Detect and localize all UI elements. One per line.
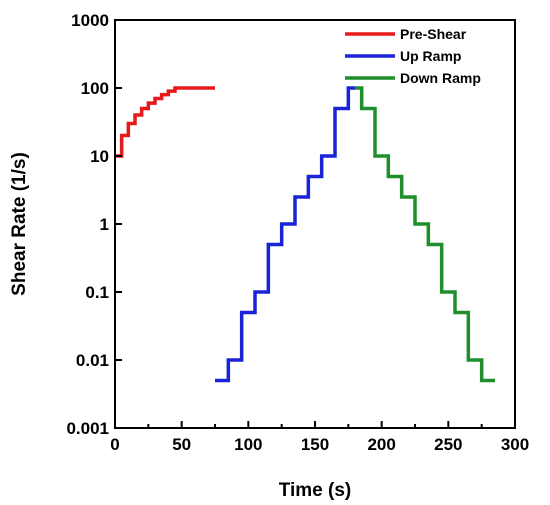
x-axis-title: Time (s) — [279, 480, 352, 501]
x-tick-label: 250 — [434, 435, 462, 454]
x-tick-label: 0 — [110, 435, 119, 454]
x-tick-label: 150 — [301, 435, 329, 454]
ticks-layer: 0 50 100 150 200 250 300 0.001 0.01 0.1 1 10 100 1000 — [66, 11, 529, 454]
legend: Pre-Shear Up Ramp Down Ramp — [345, 26, 481, 86]
legend-label: Up Ramp — [400, 48, 461, 64]
x-tick-label: 300 — [501, 435, 529, 454]
y-tick-label: 0.1 — [85, 283, 109, 302]
y-tick-label: 10 — [90, 147, 109, 166]
y-tick-label: 0.01 — [76, 351, 109, 370]
y-tick-label: 1000 — [71, 11, 109, 30]
legend-label: Down Ramp — [400, 70, 481, 86]
series-layer — [115, 86, 495, 383]
y-tick-label: 100 — [81, 79, 109, 98]
series-line-pre-shear — [115, 86, 215, 158]
x-tick-label: 50 — [172, 435, 191, 454]
series-line-up-ramp — [215, 86, 355, 383]
y-tick-label: 1 — [100, 215, 109, 234]
y-tick-label: 0.001 — [66, 419, 109, 438]
x-tick-label: 100 — [234, 435, 262, 454]
legend-label: Pre-Shear — [400, 26, 467, 42]
y-axis-title: Shear Rate (1/s) — [9, 152, 30, 296]
series-line-down-ramp — [355, 86, 495, 383]
x-tick-label: 200 — [367, 435, 395, 454]
